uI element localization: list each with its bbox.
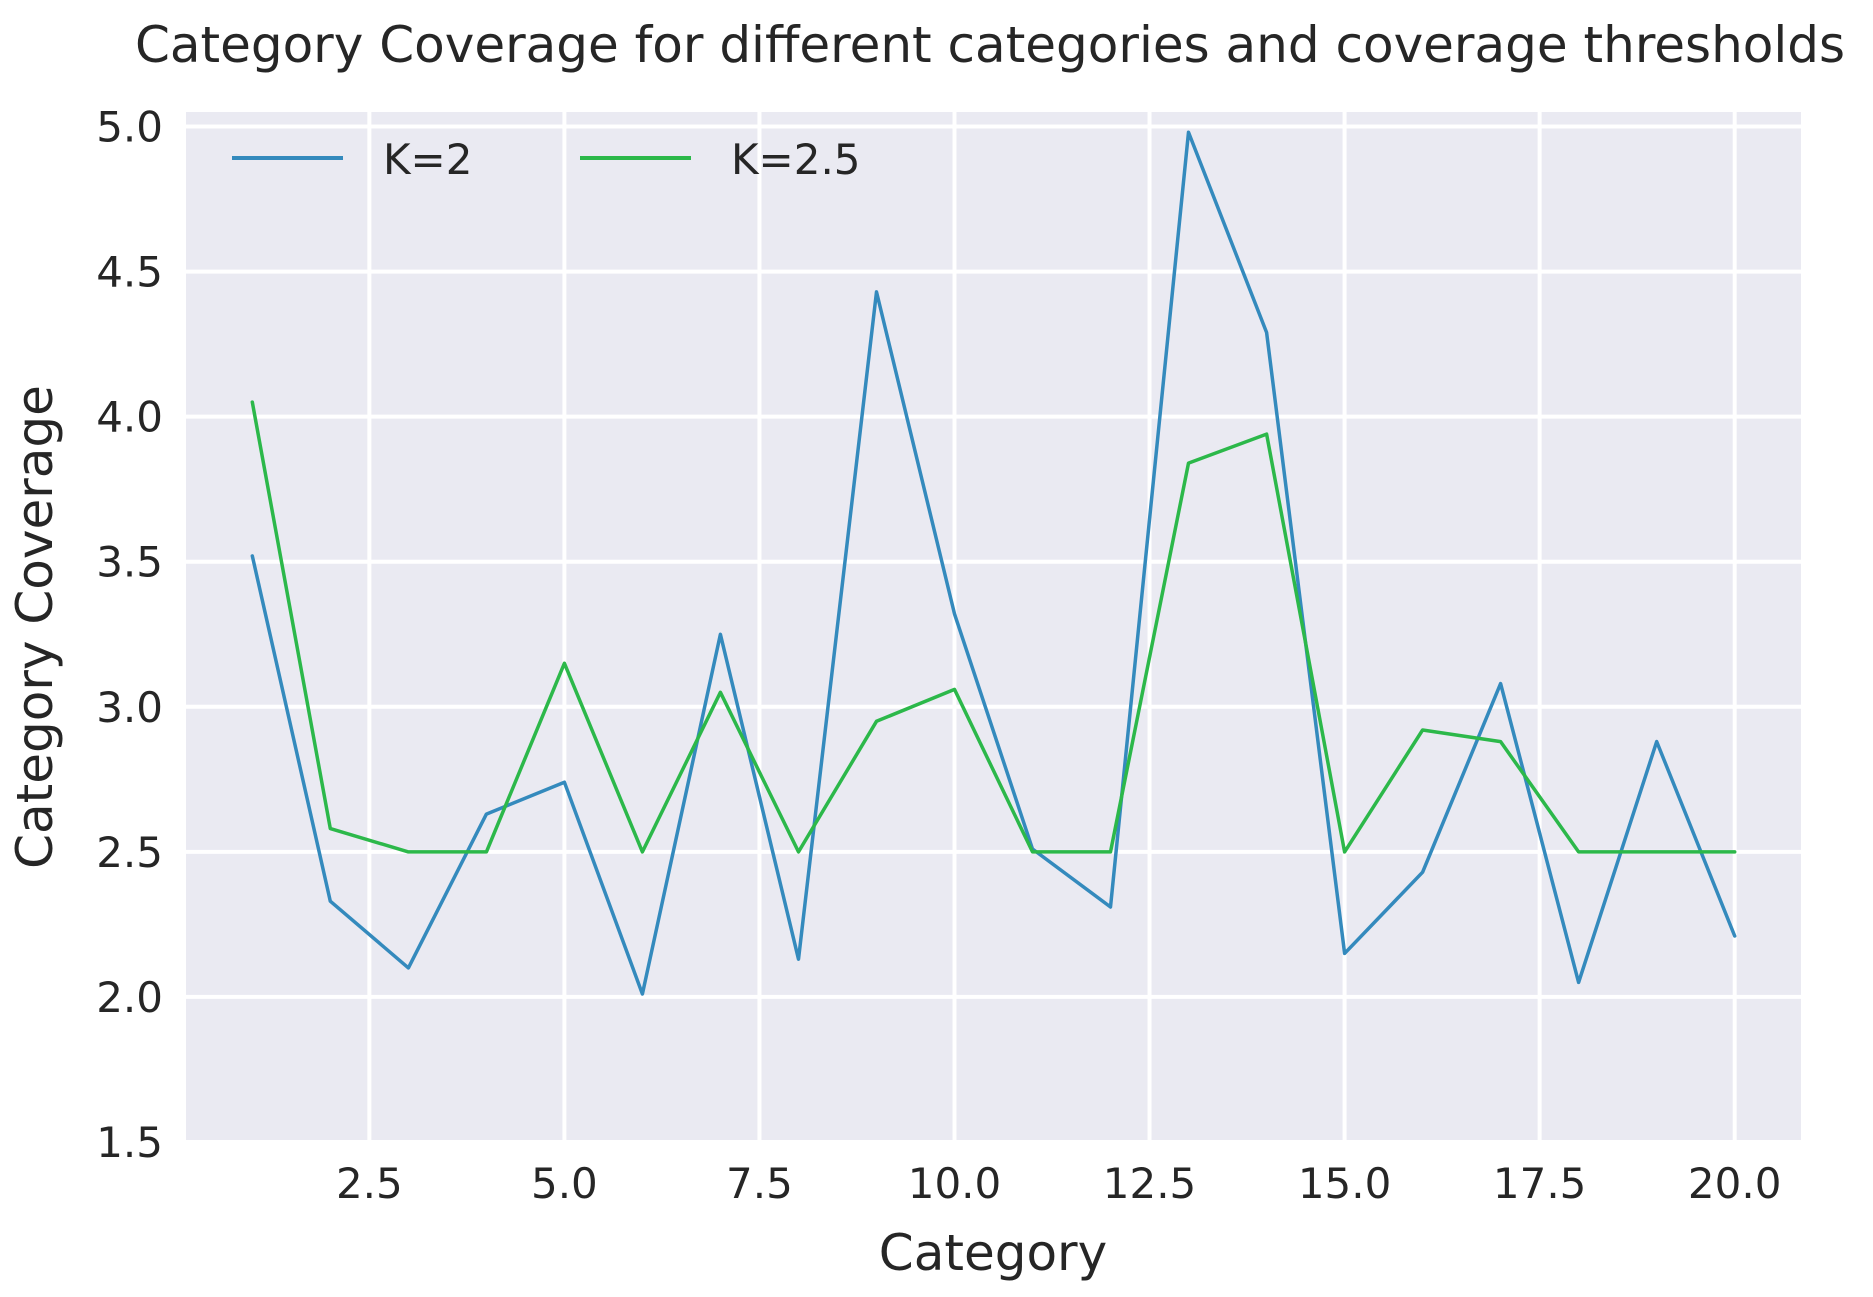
x-tick-label: 17.5 — [1493, 1159, 1587, 1208]
y-tick-label: 5.0 — [96, 103, 163, 152]
series-line-k2-5 — [250, 400, 1737, 854]
plot-area — [186, 112, 1801, 1142]
x-tick-label: 10.0 — [908, 1159, 1002, 1208]
legend-label-k2-5: K=2.5 — [731, 135, 861, 184]
series-line-k2 — [250, 130, 1737, 996]
x-tick-label: 15.0 — [1298, 1159, 1392, 1208]
y-tick-label: 2.5 — [96, 828, 163, 877]
y-axis-label: Category Coverage — [6, 385, 64, 869]
chart-title: Category Coverage for different categori… — [135, 16, 1845, 74]
y-tick-label: 3.5 — [96, 538, 163, 587]
y-tick-label: 4.5 — [96, 248, 163, 297]
y-tick-label: 4.0 — [96, 393, 163, 442]
y-tick-label: 2.0 — [96, 973, 163, 1022]
x-tick-label: 2.5 — [336, 1159, 403, 1208]
y-axis-ticks: 1.5 2.0 2.5 3.0 3.5 4.0 4.5 5.0 — [96, 103, 163, 1167]
x-tick-label: 12.5 — [1103, 1159, 1197, 1208]
y-tick-label: 1.5 — [96, 1118, 163, 1167]
x-tick-label: 20.0 — [1688, 1159, 1782, 1208]
x-tick-label: 7.5 — [726, 1159, 793, 1208]
legend-label-k2: K=2 — [383, 135, 472, 184]
x-tick-label: 5.0 — [531, 1159, 598, 1208]
x-axis-label: Category — [879, 1224, 1107, 1282]
y-tick-label: 3.0 — [96, 683, 163, 732]
legend: K=2 K=2.5 — [232, 135, 861, 184]
series-group — [250, 130, 1737, 996]
x-axis-ticks: 2.5 5.0 7.5 10.0 12.5 15.0 17.5 20.0 — [336, 1159, 1781, 1208]
